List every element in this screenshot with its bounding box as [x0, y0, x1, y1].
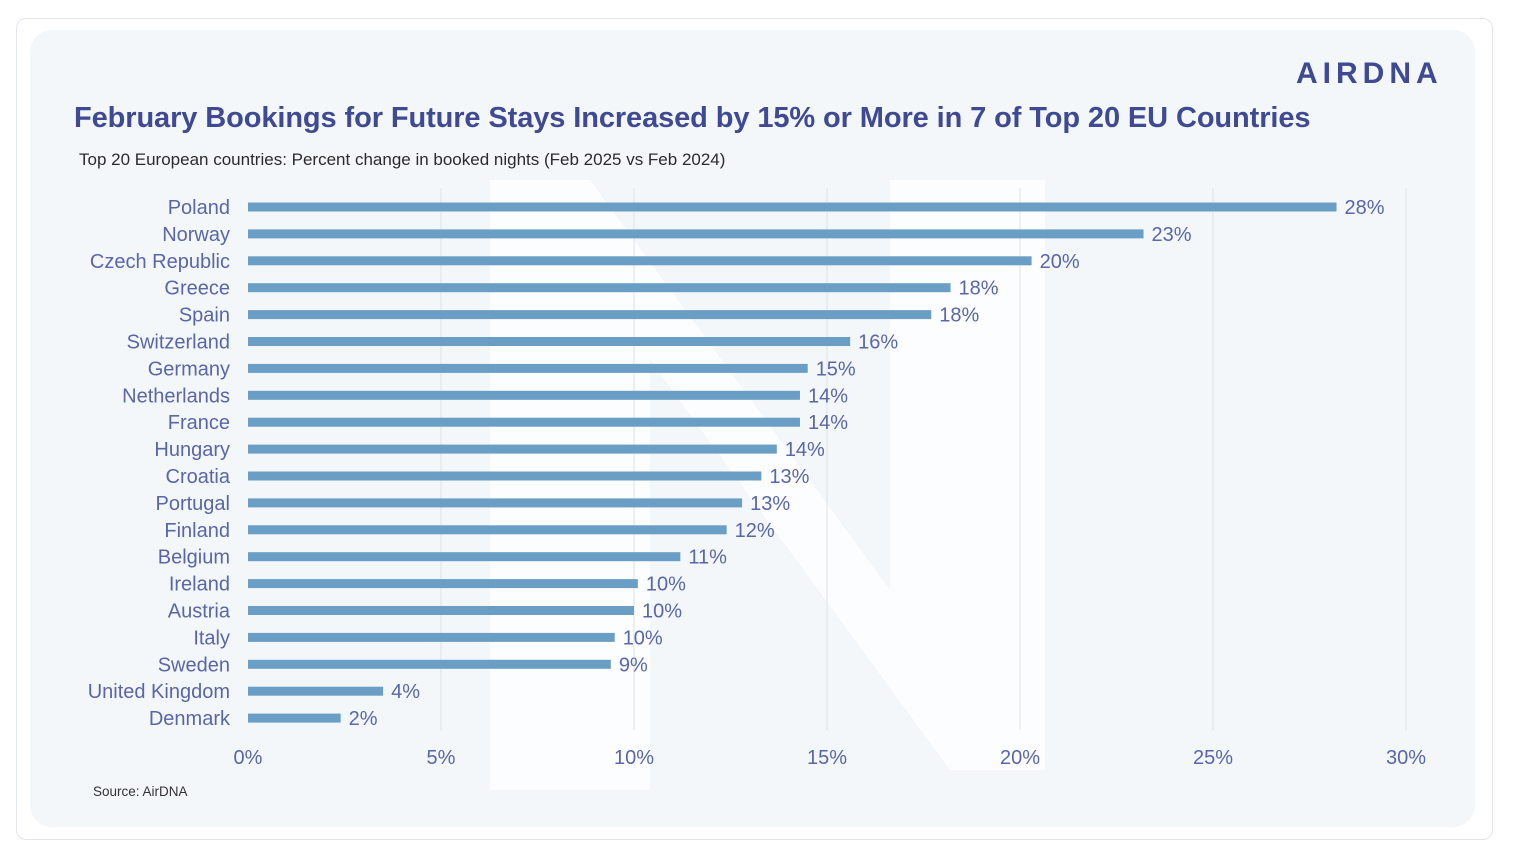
data-label: 18% — [959, 278, 999, 300]
data-label: 14% — [808, 412, 848, 434]
x-axis-tick-labels: 0% 5% 10% 15% 20% 25% 30% — [234, 747, 1427, 769]
category-label: France — [168, 412, 230, 434]
bar — [248, 202, 1337, 212]
data-label: 11% — [688, 547, 727, 569]
airdna-logo: AIRDNA — [1296, 57, 1443, 88]
category-label: Netherlands — [122, 385, 230, 407]
bar — [248, 283, 951, 293]
bar — [248, 256, 1032, 266]
data-label: 18% — [939, 305, 979, 327]
data-label: 10% — [642, 601, 682, 623]
watermark-logo — [490, 180, 1045, 790]
category-label: Spain — [179, 305, 230, 327]
bar — [248, 552, 681, 562]
category-label: Sweden — [158, 654, 230, 676]
data-label: 13% — [750, 493, 790, 515]
category-label: Italy — [193, 627, 230, 649]
bar — [248, 363, 808, 373]
category-labels: Poland Norway Czech Republic Greece Spain Swi… — [88, 197, 231, 730]
data-label: 15% — [816, 358, 856, 380]
category-label: Belgium — [158, 547, 230, 569]
x-tick-label: 5% — [427, 747, 456, 769]
chart-title: February Bookings for Future Stays Incre… — [74, 102, 1311, 134]
category-label: Germany — [148, 358, 230, 380]
bar — [248, 471, 762, 481]
data-label: 10% — [623, 627, 663, 649]
chart-card: AIRDNA February Bookings for Future Stay… — [30, 30, 1475, 827]
bar — [248, 686, 384, 696]
data-label: 9% — [619, 654, 648, 676]
bar — [248, 444, 777, 454]
svg-text:AIRDNA: AIRDNA — [1296, 57, 1443, 88]
x-tick-label: 30% — [1386, 747, 1426, 769]
category-label: Portugal — [156, 493, 231, 515]
bar — [248, 417, 800, 427]
bars-group — [248, 202, 1337, 723]
category-label: Greece — [164, 278, 230, 300]
category-label: Norway — [162, 224, 230, 246]
x-tick-label: 10% — [614, 747, 654, 769]
x-tick-label: 25% — [1193, 747, 1233, 769]
category-label: Poland — [168, 197, 230, 219]
bar — [248, 229, 1144, 239]
category-label: Denmark — [149, 708, 231, 730]
data-label: 12% — [735, 520, 775, 542]
bar — [248, 659, 611, 669]
bar — [248, 606, 634, 615]
x-tick-label: 15% — [807, 747, 847, 769]
category-label: Switzerland — [127, 332, 230, 354]
bar-chart: Poland Norway Czech Republic Greece Spain Swi… — [88, 180, 1427, 790]
bar — [248, 632, 615, 642]
bar — [248, 390, 800, 400]
bar — [248, 713, 341, 723]
source-note: Source: AirDNA — [93, 784, 188, 799]
chart-subtitle: Top 20 European countries: Percent chang… — [79, 150, 726, 169]
category-label: Czech Republic — [90, 251, 230, 273]
watermark-shape — [490, 180, 1045, 790]
data-label: 16% — [858, 332, 898, 354]
data-label: 20% — [1040, 251, 1080, 273]
bar — [248, 337, 851, 346]
category-label: Hungary — [154, 439, 230, 461]
category-label: United Kingdom — [88, 681, 230, 703]
data-label: 14% — [808, 385, 848, 407]
bar — [248, 525, 727, 535]
data-label: 10% — [646, 574, 686, 596]
data-label: 28% — [1345, 197, 1385, 219]
data-label: 13% — [769, 466, 809, 488]
category-label: Croatia — [166, 466, 231, 488]
category-label: Finland — [164, 520, 230, 542]
data-labels: 28% 23% 20% 18% 18% 16%15% 14% 14% 14% 13% 13% 12% 1… — [349, 197, 1385, 730]
category-label: Austria — [168, 601, 231, 623]
x-tick-label: 0% — [234, 747, 263, 769]
data-label: 4% — [391, 681, 420, 703]
data-label: 23% — [1152, 224, 1192, 246]
bar — [248, 498, 743, 508]
category-label: Ireland — [169, 574, 230, 596]
data-label: 2% — [349, 708, 378, 730]
bar — [248, 310, 932, 320]
data-label: 14% — [785, 439, 825, 461]
x-tick-label: 20% — [1000, 747, 1040, 769]
bar — [248, 579, 638, 589]
